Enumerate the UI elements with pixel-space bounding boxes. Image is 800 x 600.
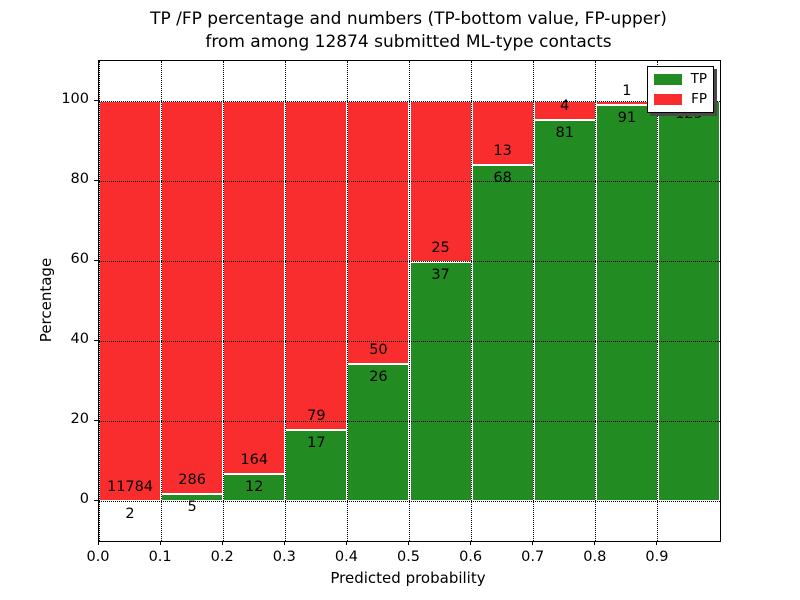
x-tick	[532, 541, 534, 545]
grid-line-x	[471, 61, 473, 541]
bar-label-tp: 91	[617, 110, 637, 127]
legend-swatch-fp-icon	[654, 94, 683, 105]
y-tick-label: 60	[70, 251, 89, 267]
grid-line-x	[222, 61, 224, 541]
bar-label-fp: 1	[622, 83, 632, 100]
x-tick-label: 0.5	[396, 549, 421, 565]
x-axis-label: Predicted probability	[330, 569, 486, 587]
plot-area: 11784 2 286 5 164 12 79 17 50 26 25 37 13 68 4 81 1 91 129	[98, 60, 721, 542]
y-tick-label: 20	[70, 411, 89, 427]
legend-swatch-tp-icon	[654, 74, 682, 85]
grid-line-x	[657, 61, 659, 541]
x-tick-label: 0.6	[459, 549, 483, 565]
legend-item-tp: TP	[654, 71, 707, 88]
bar-label-tp: 68	[493, 170, 512, 187]
grid-line-x	[409, 61, 410, 541]
chart-title-line1: TP /FP percentage and numbers (TP-bottom…	[150, 9, 667, 29]
grid-line-x	[98, 61, 100, 541]
bar-label-tp: 12	[245, 478, 264, 495]
x-tick-label: 0.4	[334, 549, 358, 565]
y-tick-label: 40	[70, 331, 89, 347]
bar-label-fp: 4	[560, 97, 570, 114]
bar-segment-fp	[471, 101, 534, 166]
bar-segment-fp	[161, 101, 224, 495]
x-tick-label: 0.9	[645, 549, 669, 565]
x-tick	[283, 541, 285, 545]
bar-segment-fp	[99, 101, 162, 501]
y-tick	[94, 419, 98, 421]
bar-label-fp: 11784	[106, 478, 154, 495]
bar-label-fp: 164	[240, 451, 269, 468]
y-tick	[94, 179, 98, 181]
y-tick	[94, 99, 98, 101]
chart-title-line2: from among 12874 submitted ML-type conta…	[205, 32, 612, 52]
bar-label-tp: 17	[307, 435, 326, 452]
x-tick-label: 0.0	[86, 549, 110, 565]
bar-segment-tp	[657, 101, 720, 501]
bar-label-fp: 50	[369, 342, 388, 359]
y-tick	[94, 259, 98, 261]
bar-segment-tp	[471, 165, 534, 501]
bar-label-fp: 13	[493, 143, 512, 160]
bar-segment-tp	[285, 430, 348, 501]
x-tick	[470, 541, 472, 545]
y-tick-label: 100	[61, 91, 89, 107]
bar-segment-tp	[595, 105, 658, 501]
x-tick	[408, 541, 409, 545]
x-tick	[221, 541, 223, 545]
y-tick-label: 0	[79, 491, 89, 507]
bar-segment-tp	[347, 364, 410, 501]
bar-segment-fp	[285, 101, 348, 431]
bar-segment-tp	[409, 262, 472, 501]
grid-line-x	[346, 61, 348, 541]
y-tick-label: 80	[70, 171, 89, 187]
x-tick	[594, 541, 596, 545]
bar-label-fp: 25	[431, 240, 450, 257]
y-tick	[94, 339, 98, 341]
grid-line-x	[595, 61, 597, 541]
bar-segment-fp	[409, 101, 472, 263]
legend-item-fp: FP	[654, 91, 707, 108]
bar-label-tp: 37	[431, 267, 450, 284]
bar-segment-tp	[533, 119, 596, 501]
legend-label-fp: FP	[691, 91, 707, 107]
x-tick	[97, 541, 99, 545]
grid-line-x	[533, 61, 535, 541]
bar-label-tp: 26	[369, 369, 388, 386]
bar-segment-fp	[347, 101, 410, 365]
legend-label-tp: TP	[690, 71, 707, 87]
y-axis-label: Percentage	[37, 257, 55, 343]
y-tick	[94, 499, 98, 501]
grid-line-x	[284, 61, 286, 541]
x-tick	[656, 541, 658, 545]
bar-label-tp: 5	[187, 499, 197, 516]
x-tick-label: 0.3	[272, 549, 296, 565]
bar-label-tp: 2	[125, 505, 135, 522]
legend: TP FP	[647, 66, 714, 113]
bar-segment-fp	[223, 101, 286, 474]
x-tick-label: 0.8	[583, 549, 607, 565]
bar-label-fp: 79	[307, 408, 326, 425]
x-tick	[159, 541, 161, 545]
x-tick	[345, 541, 347, 545]
bar-label-tp: 81	[555, 124, 574, 141]
x-tick-label: 0.7	[521, 549, 545, 565]
bar-segment-tp	[223, 473, 286, 501]
grid-line-x	[160, 61, 162, 541]
bar-segment-tp	[161, 494, 224, 501]
x-tick-label: 0.1	[148, 549, 172, 565]
bar-label-fp: 286	[178, 472, 206, 489]
chart-title: TP /FP percentage and numbers (TP-bottom…	[98, 8, 719, 54]
x-tick-label: 0.2	[210, 549, 234, 565]
